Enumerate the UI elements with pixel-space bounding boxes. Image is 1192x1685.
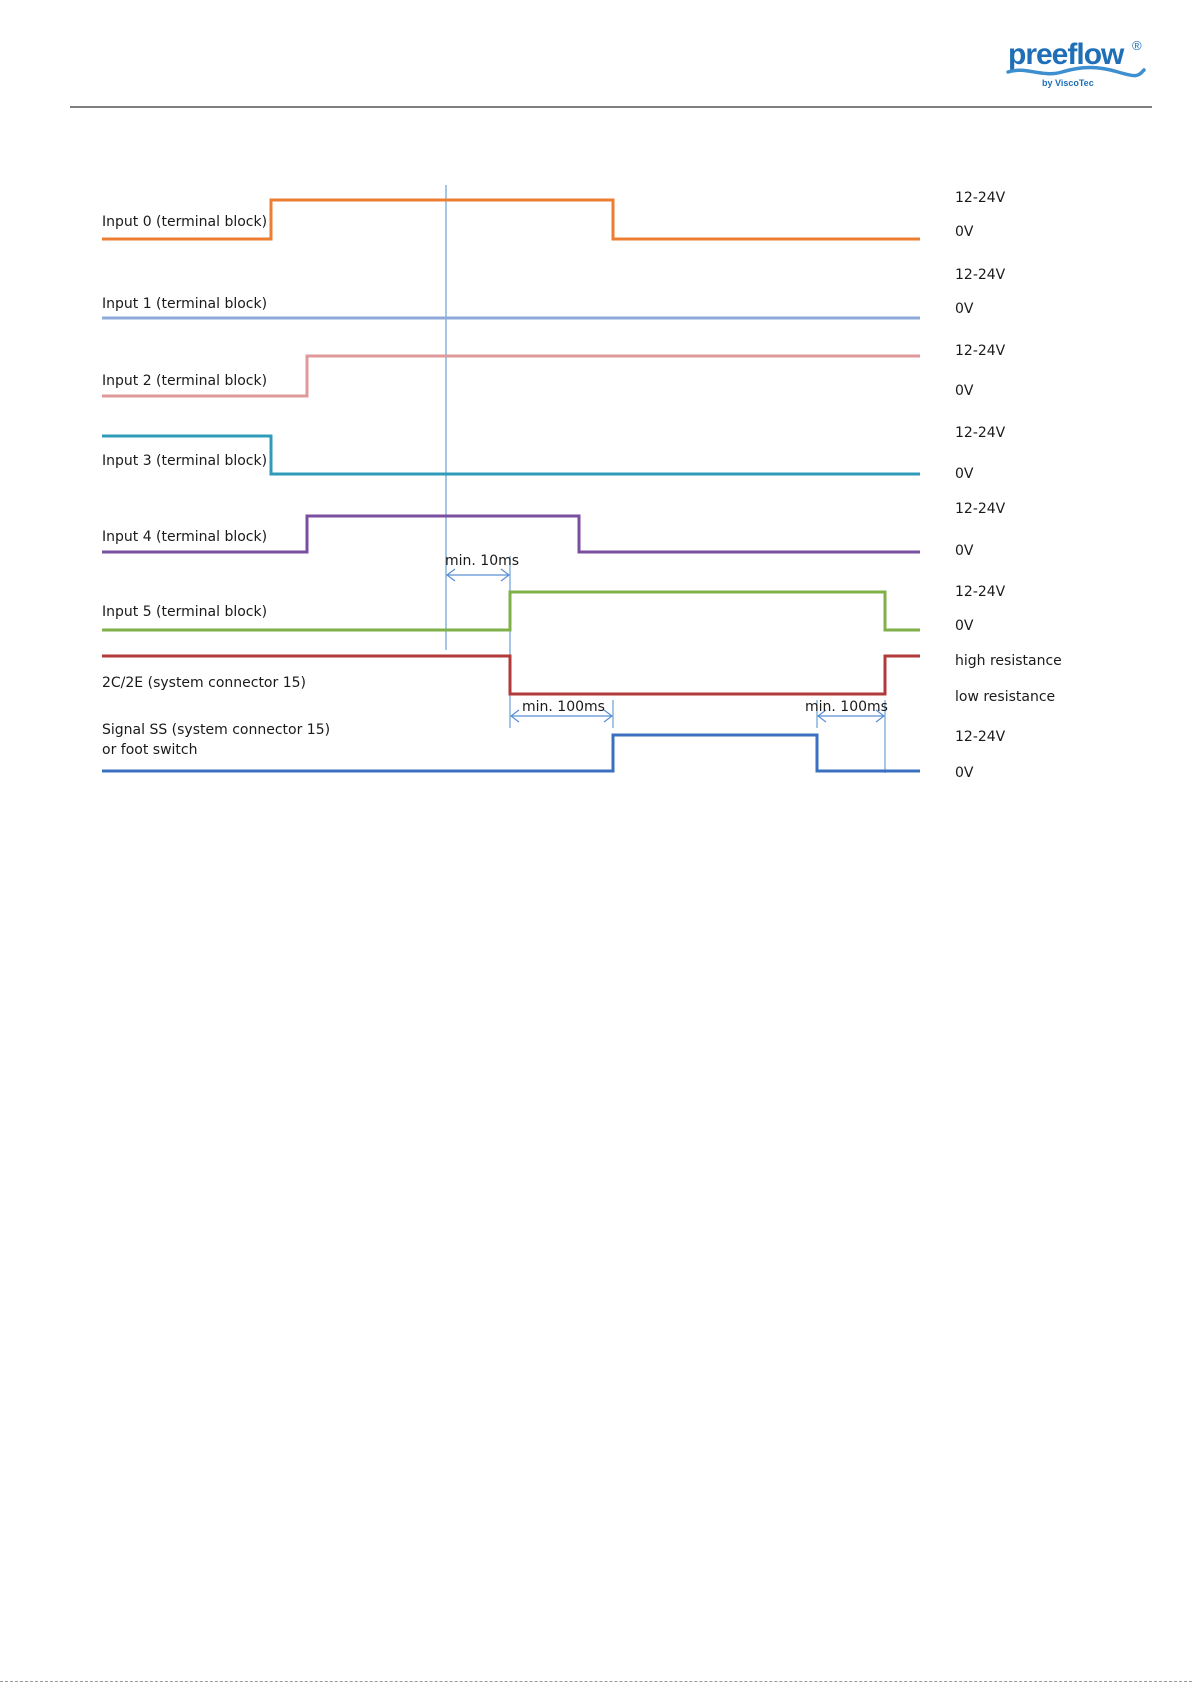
signal-trace-6 bbox=[102, 654, 920, 696]
dimension-arrowhead-left-2 bbox=[817, 709, 827, 723]
level-high-label-5: 12-24V bbox=[955, 584, 1006, 600]
logo-brand-text: preeflow bbox=[1008, 38, 1125, 71]
signal-label-2: Input 2 (terminal block) bbox=[102, 373, 267, 389]
level-high-label-3: 12-24V bbox=[955, 425, 1006, 441]
annotation-layer: min. 10ms min. 100ms min. 100ms bbox=[445, 553, 888, 723]
logo-registered-mark: ® bbox=[1132, 38, 1142, 53]
logo-sub-text: by ViscoTec bbox=[1042, 78, 1094, 88]
level-high-label-7: 12-24V bbox=[955, 729, 1006, 745]
marker-layer bbox=[445, 185, 886, 773]
dimension-label-1: min. 100ms bbox=[522, 699, 605, 715]
logo-graphic: preeflow ® by ViscoTec bbox=[1006, 38, 1146, 88]
dimension-label-2: min. 100ms bbox=[805, 699, 888, 715]
label-layer: Input 0 (terminal block) 12-24V 0V Input 1 … bbox=[102, 190, 1062, 781]
dimension-arrowhead-right-2 bbox=[875, 709, 885, 723]
level-low-label-4: 0V bbox=[955, 543, 974, 559]
logo-wave-icon bbox=[1006, 65, 1146, 78]
level-low-label-5: 0V bbox=[955, 618, 974, 634]
level-low-label-7: 0V bbox=[955, 765, 974, 781]
dimension-arrowhead-left-0 bbox=[446, 568, 456, 582]
level-low-label-1: 0V bbox=[955, 301, 974, 317]
signal-label-7-line2: or foot switch bbox=[102, 742, 197, 758]
level-low-label-3: 0V bbox=[955, 466, 974, 482]
page-bottom-rule bbox=[0, 1681, 1192, 1682]
signal-label-7: Signal SS (system connector 15) bbox=[102, 722, 330, 738]
signal-trace-3 bbox=[102, 434, 920, 476]
signal-label-4: Input 4 (terminal block) bbox=[102, 529, 267, 545]
dimension-label-0: min. 10ms bbox=[445, 553, 519, 569]
level-high-label-2: 12-24V bbox=[955, 343, 1006, 359]
signal-label-0: Input 0 (terminal block) bbox=[102, 214, 267, 230]
timing-diagram: Input 0 (terminal block) 12-24V 0V Input 1 … bbox=[70, 106, 1152, 781]
signal-trace-4 bbox=[102, 514, 920, 554]
signal-trace-0 bbox=[102, 198, 920, 241]
level-high-label-1: 12-24V bbox=[955, 267, 1006, 283]
signal-label-3: Input 3 (terminal block) bbox=[102, 453, 267, 469]
signal-trace-5 bbox=[102, 590, 920, 632]
level-high-label-0: 12-24V bbox=[955, 190, 1006, 206]
level-high-label-4: 12-24V bbox=[955, 501, 1006, 517]
dimension-arrowhead-left-1 bbox=[510, 709, 520, 723]
level-low-label-0: 0V bbox=[955, 224, 974, 240]
level-high-label-6: high resistance bbox=[955, 653, 1062, 669]
signal-label-5: Input 5 (terminal block) bbox=[102, 604, 267, 620]
dimension-arrowhead-right-1 bbox=[603, 709, 613, 723]
signal-trace-2 bbox=[102, 354, 920, 398]
signal-label-6: 2C/2E (system connector 15) bbox=[102, 675, 306, 691]
level-low-label-6: low resistance bbox=[955, 689, 1055, 705]
level-low-label-2: 0V bbox=[955, 383, 974, 399]
dimension-arrowhead-right-0 bbox=[500, 568, 510, 582]
preeflow-logo: preeflow ® by ViscoTec bbox=[1006, 36, 1152, 96]
signal-label-1: Input 1 (terminal block) bbox=[102, 296, 267, 312]
signal-trace-7 bbox=[102, 733, 920, 773]
trace-layer bbox=[102, 198, 920, 773]
